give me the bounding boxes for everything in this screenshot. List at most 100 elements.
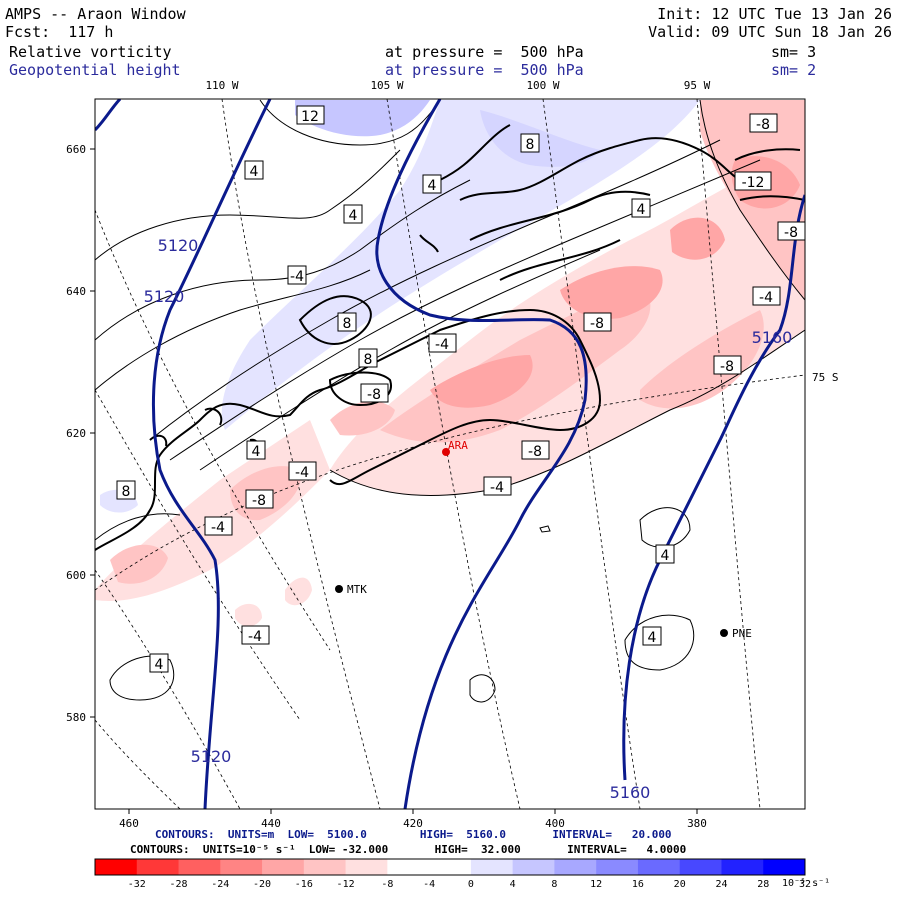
- colorbar-tick-label: -4: [423, 879, 435, 890]
- station-pne[interactable]: PNE: [720, 627, 752, 640]
- ara-label: ARA: [448, 439, 468, 452]
- vort-label: 4: [349, 208, 358, 224]
- colorbar-swatch: [596, 859, 639, 875]
- colorbar-frame: [94, 858, 806, 876]
- field2-smoothing: sm= 2: [771, 61, 817, 79]
- vort-label: 4: [637, 202, 646, 218]
- vort-label-box: -4: [752, 286, 781, 306]
- coastline: [95, 124, 805, 551]
- colorbar: -32 -28 -24 -20 -16 -12 -8 -4 0 4 8 12 16 20 24 28 32: [94, 858, 811, 890]
- colorbar-units: 10⁻⁵ s⁻¹: [782, 878, 830, 889]
- vort-label: -4: [490, 480, 504, 496]
- colorbar-tick-label: -24: [211, 879, 229, 890]
- vort-label-box: 4: [631, 198, 651, 218]
- colorbar-swatch: [95, 859, 138, 875]
- vort-label: -4: [211, 520, 225, 536]
- vort-label: -12: [742, 175, 765, 191]
- vort-label-box: -8: [777, 221, 805, 241]
- colorbar-tick-label: 32: [799, 879, 811, 890]
- colorbar-swatch: [721, 859, 764, 875]
- vort-label: -4: [759, 290, 773, 306]
- init-time: Init: 12 UTC Tue 13 Jan 26: [657, 5, 892, 23]
- colorbar-swatch: [637, 859, 681, 875]
- vort-label: -8: [252, 493, 266, 509]
- colorbar-tick-label: 12: [590, 879, 602, 890]
- vort-label-box: -8: [360, 383, 389, 403]
- vort-label: -4: [248, 629, 262, 645]
- colorbar-swatch: [763, 859, 806, 875]
- height-contours: [95, 99, 805, 809]
- lon-label-100w: 100 W: [526, 79, 559, 92]
- forecast-hour: Fcst: 117 h: [5, 23, 114, 41]
- vort-label: -4: [295, 465, 309, 481]
- colorbar-tick-label: 4: [510, 879, 516, 890]
- vort-label-box: -8: [521, 440, 550, 460]
- x-axis-label: 420: [403, 817, 423, 830]
- vort-label-box: -4: [483, 476, 512, 496]
- lat-label-75s: 75 S: [812, 371, 839, 384]
- vort-label: 8: [364, 352, 373, 368]
- vort-label-box: -4: [288, 461, 317, 481]
- vort-label-box: 4: [655, 544, 675, 564]
- colorbar-tick-label: -32: [128, 879, 146, 890]
- colorbar-swatch: [220, 859, 263, 875]
- contour-info-height: CONTOURS: UNITS=m LOW= 5100.0 HIGH= 5160…: [155, 828, 672, 841]
- y-axis-label: 660: [66, 143, 86, 156]
- lon-label-95w: 95 W: [684, 79, 711, 92]
- map-frame: [94, 98, 806, 810]
- vort-label: -4: [435, 337, 449, 353]
- field1-name: Relative vorticity: [9, 43, 172, 61]
- colorbar-swatch: [554, 859, 597, 875]
- lon-label-105w: 105 W: [370, 79, 403, 92]
- contour-info-vorticity: CONTOURS: UNITS=10⁻⁵ s⁻¹ LOW= -32.000 HI…: [130, 843, 686, 856]
- x-axis-label: 380: [687, 817, 707, 830]
- pne-label: PNE: [732, 627, 752, 640]
- colorbar-tick-label: -8: [381, 879, 393, 890]
- colorbar-swatch: [345, 859, 388, 875]
- field1-smoothing: sm= 3: [771, 43, 817, 61]
- vort-label-box: -8: [713, 355, 742, 375]
- vort-label: -8: [590, 316, 604, 332]
- vort-label: 8: [343, 316, 352, 332]
- vort-label: 4: [252, 444, 261, 460]
- vort-label-box: 4: [343, 204, 363, 224]
- colorbar-swatch: [262, 859, 305, 875]
- colorbar-tick-label: 16: [632, 879, 644, 890]
- positive-vorticity-shading: [100, 100, 700, 513]
- vort-label: -8: [784, 225, 798, 241]
- vort-label-box: -4: [204, 516, 233, 536]
- vort-label-box: -4: [428, 333, 457, 353]
- vort-label: -4: [290, 269, 304, 285]
- vort-label-box: -4: [287, 265, 307, 285]
- vort-label: -8: [367, 387, 381, 403]
- vort-label: 4: [648, 630, 657, 646]
- vort-label-box: 4: [642, 626, 662, 646]
- height-label: 5120: [191, 747, 232, 766]
- pne-marker: [720, 629, 728, 637]
- vort-label-box: -8: [583, 312, 612, 332]
- colorbar-tick-label: -16: [295, 879, 313, 890]
- vort-label-box: 4: [244, 160, 264, 180]
- vort-label-box: 8: [337, 312, 357, 332]
- vort-label-box: 12: [296, 105, 325, 125]
- colorbar-swatch: [136, 859, 180, 875]
- colorbar-tick-label: 28: [757, 879, 769, 890]
- vort-label-box: 8: [116, 480, 136, 500]
- vort-label-box: 8: [358, 348, 378, 368]
- station-ara[interactable]: ARA: [442, 439, 468, 456]
- vort-label-box: 4: [422, 174, 442, 194]
- colorbar-swatch: [470, 859, 514, 875]
- colorbar-swatch: [429, 859, 472, 875]
- x-axis-label: 400: [545, 817, 565, 830]
- colorbar-tick-label: -12: [337, 879, 355, 890]
- field2-level: at pressure = 500 hPa: [385, 61, 584, 79]
- vort-label: 4: [250, 164, 259, 180]
- height-label: 5120: [144, 287, 185, 306]
- x-axis-label: 440: [261, 817, 281, 830]
- vort-label: -8: [720, 359, 734, 375]
- mtk-label: MTK: [347, 583, 367, 596]
- height-label: 5120: [158, 236, 199, 255]
- station-mtk[interactable]: MTK: [335, 583, 367, 596]
- colorbar-tick-label: 20: [674, 879, 686, 890]
